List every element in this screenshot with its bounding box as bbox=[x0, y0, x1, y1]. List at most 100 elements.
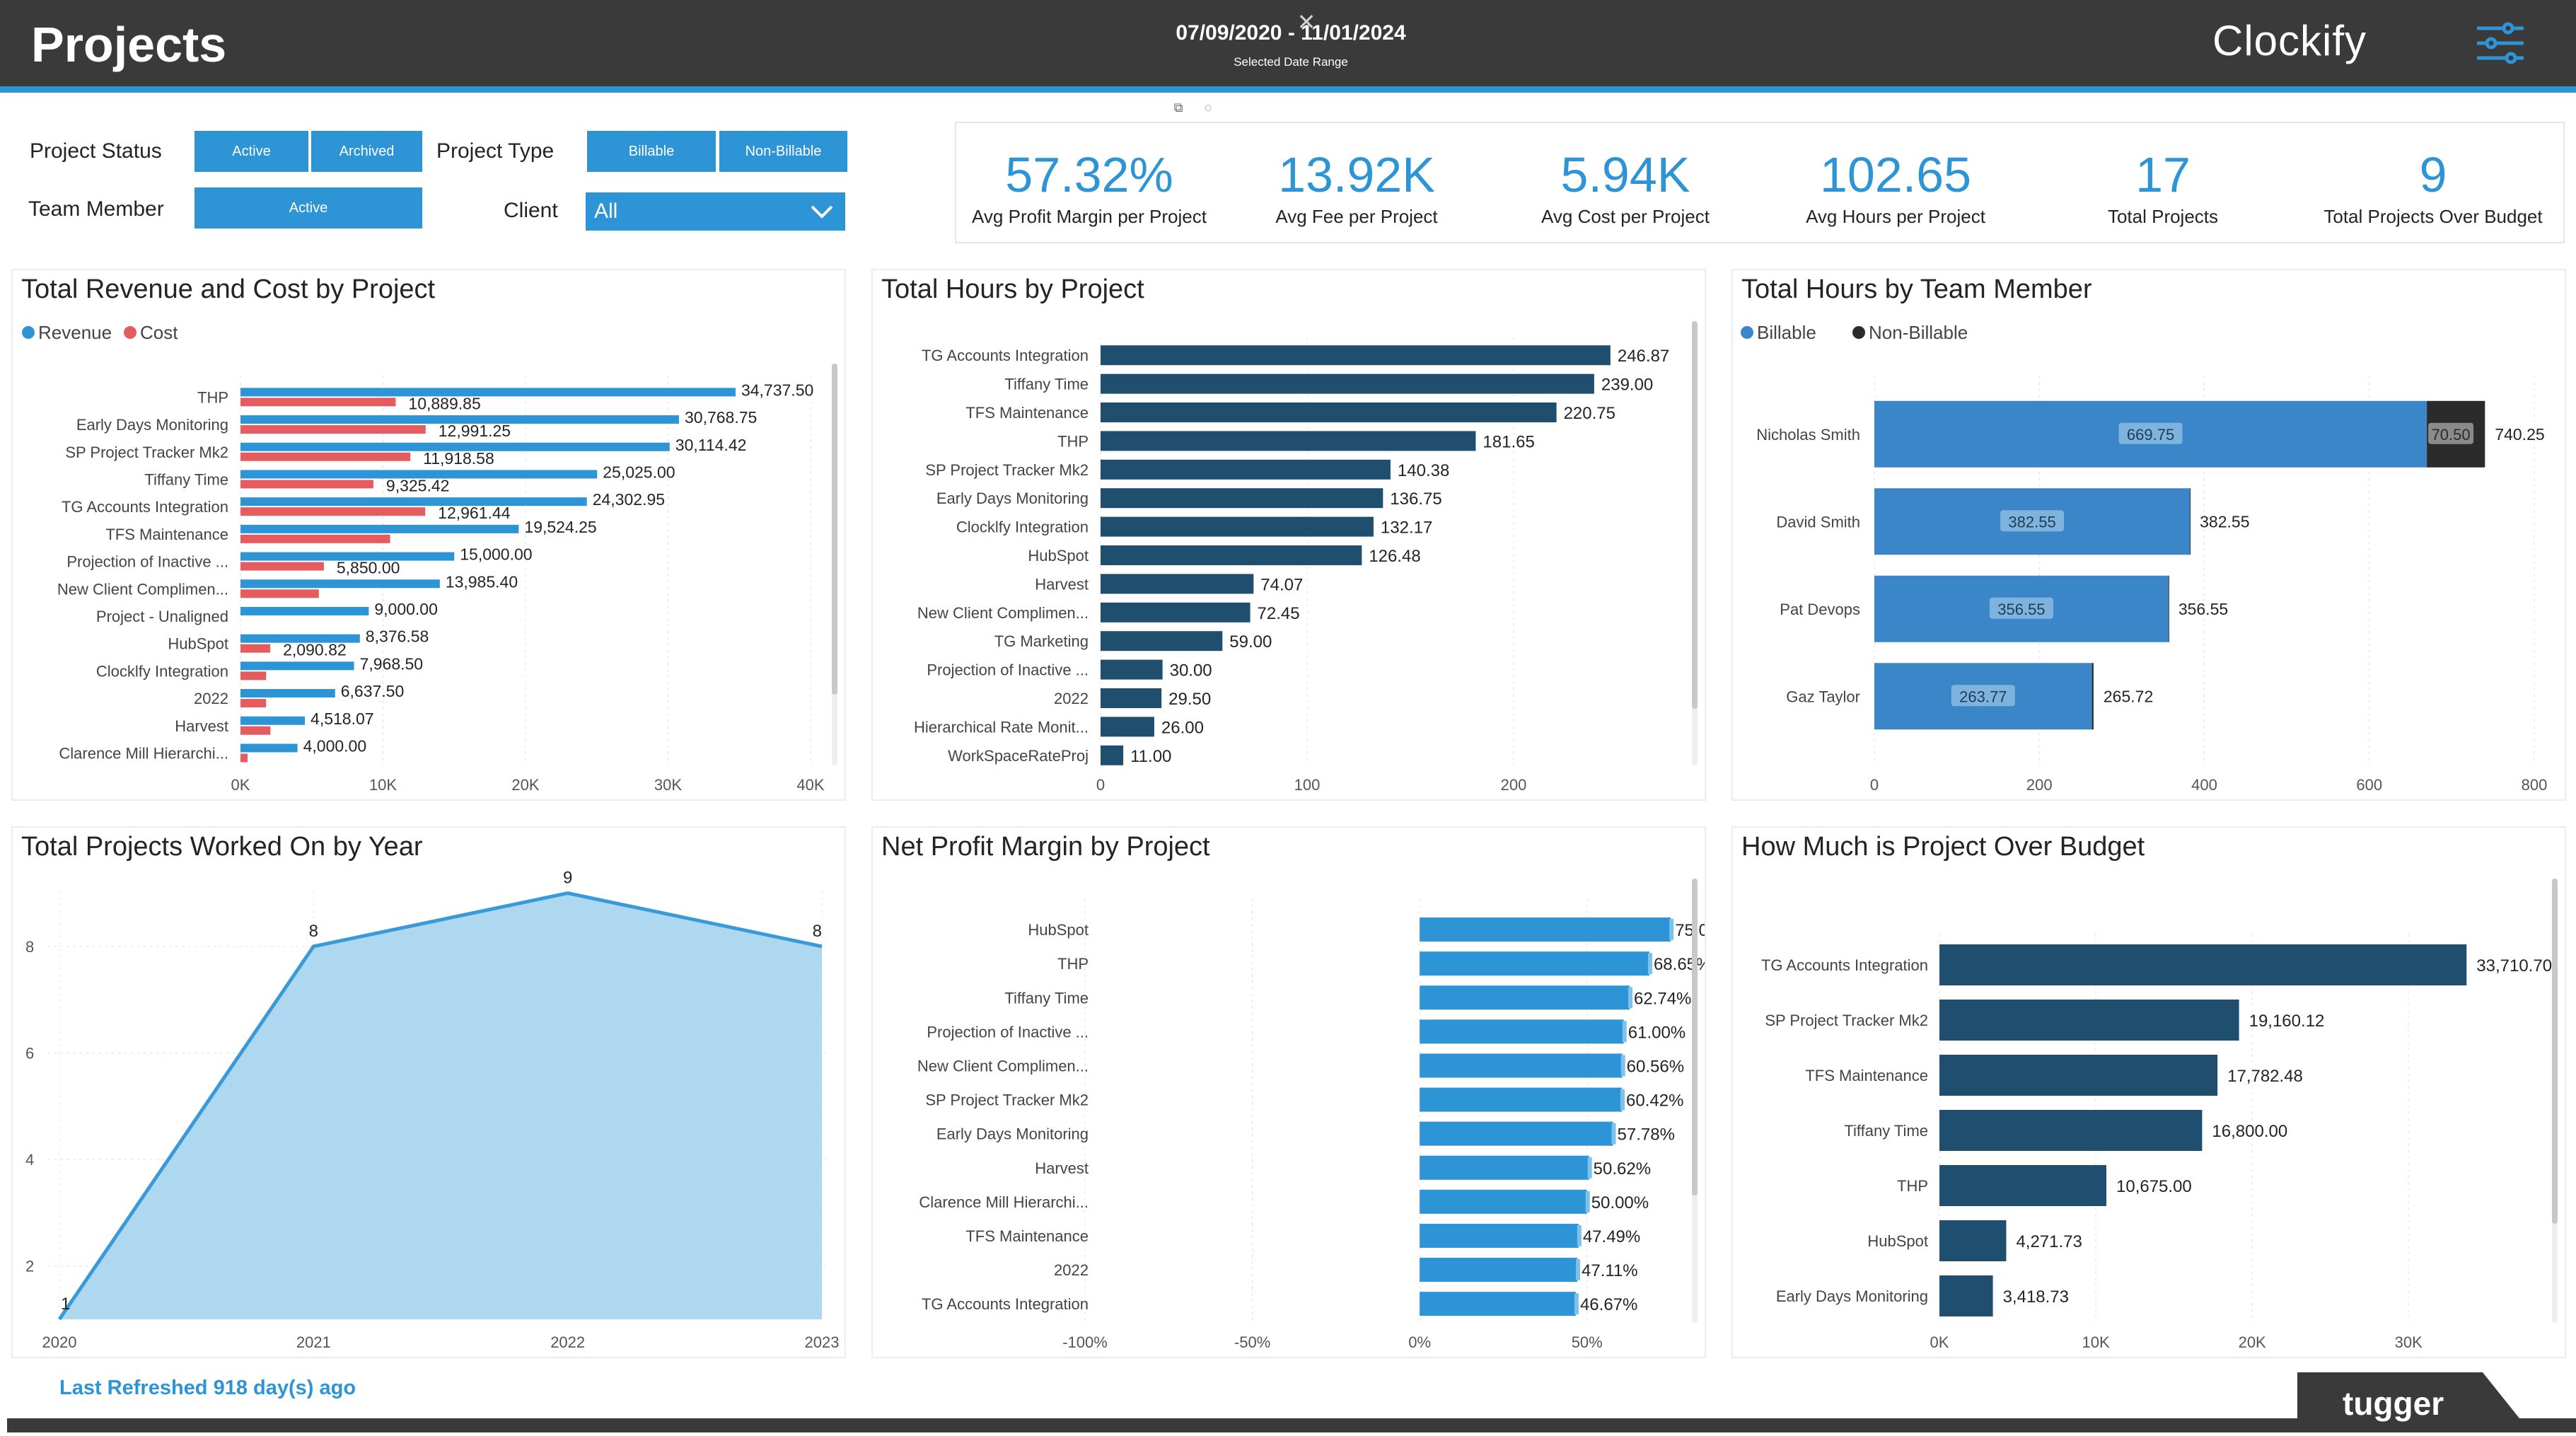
kpi-label: Avg Cost per Project bbox=[1541, 206, 1710, 227]
kpi-avg-hours: 102.65 Avg Hours per Project bbox=[1761, 145, 2030, 228]
brand-logo: Clockify bbox=[2212, 17, 2367, 64]
team-member-active-chip[interactable]: Active bbox=[195, 187, 422, 228]
revenue-data-label: 34,737.50 bbox=[741, 381, 813, 399]
x-tick-label: 2021 bbox=[296, 1333, 331, 1351]
hours-data-label: 126.48 bbox=[1369, 547, 1420, 566]
cost-data-label: 5,850.00 bbox=[337, 559, 400, 577]
x-tick-label: 10K bbox=[2082, 1333, 2110, 1351]
hours-bar bbox=[1101, 459, 1391, 480]
x-tick-label: -50% bbox=[1234, 1333, 1270, 1351]
hours-bar bbox=[1101, 516, 1374, 537]
hours-member-chart: Billable Non-Billable 0 200 400 600 800 Nichola… bbox=[1741, 322, 2547, 794]
category-label: Clocklfy Integration bbox=[956, 519, 1089, 536]
revenue-bar bbox=[240, 634, 360, 643]
category-label: HubSpot bbox=[1028, 547, 1089, 564]
over-budget-bar bbox=[1939, 1110, 2203, 1151]
member-label: David Smith bbox=[1776, 513, 1860, 531]
hours-data-label: 132.17 bbox=[1381, 519, 1432, 538]
project-type-non-billable-chip[interactable]: Non-Billable bbox=[719, 131, 847, 172]
margin-label-bg bbox=[1620, 1055, 1625, 1077]
hours-data-label: 181.65 bbox=[1483, 432, 1534, 451]
category-label: THP bbox=[1897, 1177, 1928, 1195]
filter-sliders-icon[interactable] bbox=[2476, 21, 2525, 65]
kpi-value: 17 bbox=[2135, 147, 2191, 202]
total-data-label: 740.25 bbox=[2495, 425, 2544, 444]
date-range[interactable]: 07/09/2020 - 11/01/2024 bbox=[1176, 21, 1406, 45]
revenue-bar bbox=[240, 661, 354, 671]
legend-label: Billable bbox=[1757, 322, 1816, 343]
over-budget-data-label: 16,800.00 bbox=[2212, 1122, 2287, 1141]
margin-data-label: 50.00% bbox=[1591, 1193, 1649, 1212]
category-label: TG Accounts Integration bbox=[1761, 956, 1928, 974]
kpi-label: Total Projects bbox=[2107, 206, 2219, 227]
margin-bar bbox=[1420, 985, 1630, 1010]
team-member-label: Team Member bbox=[28, 197, 164, 221]
hours-bar bbox=[1101, 745, 1124, 765]
cost-bar bbox=[240, 726, 271, 735]
over-budget-data-label: 10,675.00 bbox=[2116, 1177, 2192, 1196]
project-type-billable-chip[interactable]: Billable bbox=[587, 131, 716, 172]
billable-data-label: 356.55 bbox=[1997, 601, 2045, 618]
category-label: SP Project Tracker Mk2 bbox=[65, 444, 228, 461]
copy-icon[interactable]: ⧉ bbox=[1173, 100, 1183, 115]
category-label: THP bbox=[197, 388, 228, 406]
margin-label-bg bbox=[1647, 953, 1652, 975]
x-tick-label: 600 bbox=[2356, 776, 2382, 794]
legend-label: Cost bbox=[140, 322, 178, 343]
hours-bar bbox=[1101, 659, 1163, 680]
category-label: HubSpot bbox=[1028, 921, 1089, 939]
hours-bar bbox=[1101, 688, 1162, 708]
hours-data-label: 239.00 bbox=[1601, 376, 1653, 395]
y-tick-label: 2 bbox=[25, 1258, 34, 1275]
category-label: Early Days Monitoring bbox=[936, 1125, 1089, 1143]
category-label: TG Marketing bbox=[994, 632, 1089, 650]
cost-bar bbox=[240, 452, 411, 461]
project-status-active-chip[interactable]: Active bbox=[195, 131, 308, 172]
kpi-avg-profit-margin: 57.32% Avg Profit Margin per Project bbox=[955, 145, 1224, 228]
category-label: Tiffany Time bbox=[144, 470, 228, 488]
revenue-data-label: 8,376.58 bbox=[366, 627, 429, 646]
over-budget-bar bbox=[1939, 1055, 2218, 1096]
hours-data-label: 30.00 bbox=[1170, 661, 1212, 681]
margin-label-bg bbox=[1620, 1089, 1625, 1111]
over-budget-data-label: 4,271.73 bbox=[2016, 1232, 2082, 1251]
hours-data-label: 29.50 bbox=[1168, 690, 1211, 709]
hours-bar bbox=[1101, 574, 1254, 594]
x-tick-label: 400 bbox=[2191, 776, 2217, 794]
x-tick-label: 200 bbox=[1501, 776, 1527, 794]
x-tick-label: 20K bbox=[511, 776, 539, 794]
client-dropdown[interactable]: All bbox=[586, 192, 845, 231]
chart-title: Total Projects Worked On by Year bbox=[21, 832, 423, 862]
cost-data-label: 12,961.44 bbox=[438, 504, 511, 522]
billable-label-bg bbox=[1989, 597, 2053, 619]
category-label: Clarence Mill Hierarchi... bbox=[919, 1193, 1089, 1211]
kpi-panel bbox=[955, 122, 2565, 243]
revenue-data-label: 19,524.25 bbox=[524, 518, 596, 536]
page-title: Projects bbox=[31, 17, 227, 72]
category-label: Harvest bbox=[1035, 575, 1089, 593]
project-status-archived-chip[interactable]: Archived bbox=[311, 131, 422, 172]
category-label: Early Days Monitoring bbox=[76, 416, 228, 434]
point-data-label: 8 bbox=[813, 922, 822, 941]
chevron-down-icon bbox=[811, 205, 833, 219]
margin-bar bbox=[1420, 1258, 1578, 1282]
category-label: HubSpot bbox=[168, 635, 228, 653]
bell-icon[interactable]: ◌ bbox=[1204, 100, 1212, 115]
margin-data-label: 60.42% bbox=[1626, 1092, 1683, 1111]
over-budget-bar bbox=[1939, 1220, 2007, 1261]
over-budget-data-label: 33,710.70 bbox=[2476, 956, 2552, 975]
revenue-data-label: 24,302.95 bbox=[593, 490, 665, 509]
hours-bar bbox=[1101, 403, 1557, 422]
x-tick-label: 2020 bbox=[42, 1333, 77, 1351]
chart-title: Total Revenue and Cost by Project bbox=[21, 274, 436, 304]
scrollbar-thumb bbox=[1692, 321, 1698, 709]
margin-label-bg bbox=[1628, 987, 1632, 1009]
hours-data-label: 26.00 bbox=[1161, 718, 1204, 737]
client-label: Client bbox=[504, 199, 558, 222]
margin-bar bbox=[1420, 1155, 1589, 1180]
category-label: Harvest bbox=[1035, 1159, 1089, 1177]
close-icon[interactable]: ✕ bbox=[1296, 9, 1316, 35]
y-tick-label: 4 bbox=[25, 1151, 34, 1169]
project-type-label: Project Type bbox=[436, 139, 555, 163]
net-margin-chart: -100%-50%0%50%HubSpot75.04%THP68.65%Tiff… bbox=[917, 879, 1705, 1351]
